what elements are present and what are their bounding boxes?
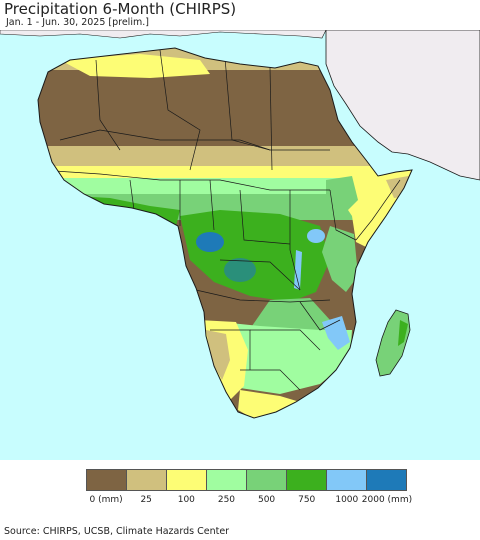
legend-label-3: 250 [217,495,236,505]
legend-swatch-3 [207,470,247,490]
legend-color-bar [86,469,407,491]
legend-labels: 0 (mm) 25 100 250 500 750 1000 2000 (mm) [0,495,480,509]
legend-label-0: 0 (mm) [89,495,123,505]
legend-swatch-0 [87,470,127,490]
legend-swatch-1 [127,470,167,490]
country-borders [39,49,401,391]
legend-label-4: 500 [257,495,276,505]
europe-landmass [0,30,327,39]
legend-swatch-2 [167,470,207,490]
legend-label-5: 750 [298,495,316,505]
madagascar-landmass [375,309,411,377]
source-credit: Source: CHIRPS, UCSB, Climate Hazards Ce… [4,526,230,537]
date-range-subtitle: Jan. 1 - Jun. 30, 2025 [prelim.] [6,17,149,28]
legend-swatch-4 [247,470,287,490]
legend-swatch-6 [327,470,367,490]
arabia-landmass [325,30,480,181]
precipitation-map [0,30,480,460]
legend-label-2: 100 [177,495,195,505]
legend-label-6: 1000 [335,495,359,505]
legend-label-1: 25 [140,495,152,505]
legend-label-7: 2000 (mm) [361,495,413,505]
legend-swatch-5 [287,470,327,490]
legend-swatch-7 [367,470,406,490]
map-canvas [0,30,480,419]
map-title: Precipitation 6-Month (CHIRPS) [4,0,237,18]
